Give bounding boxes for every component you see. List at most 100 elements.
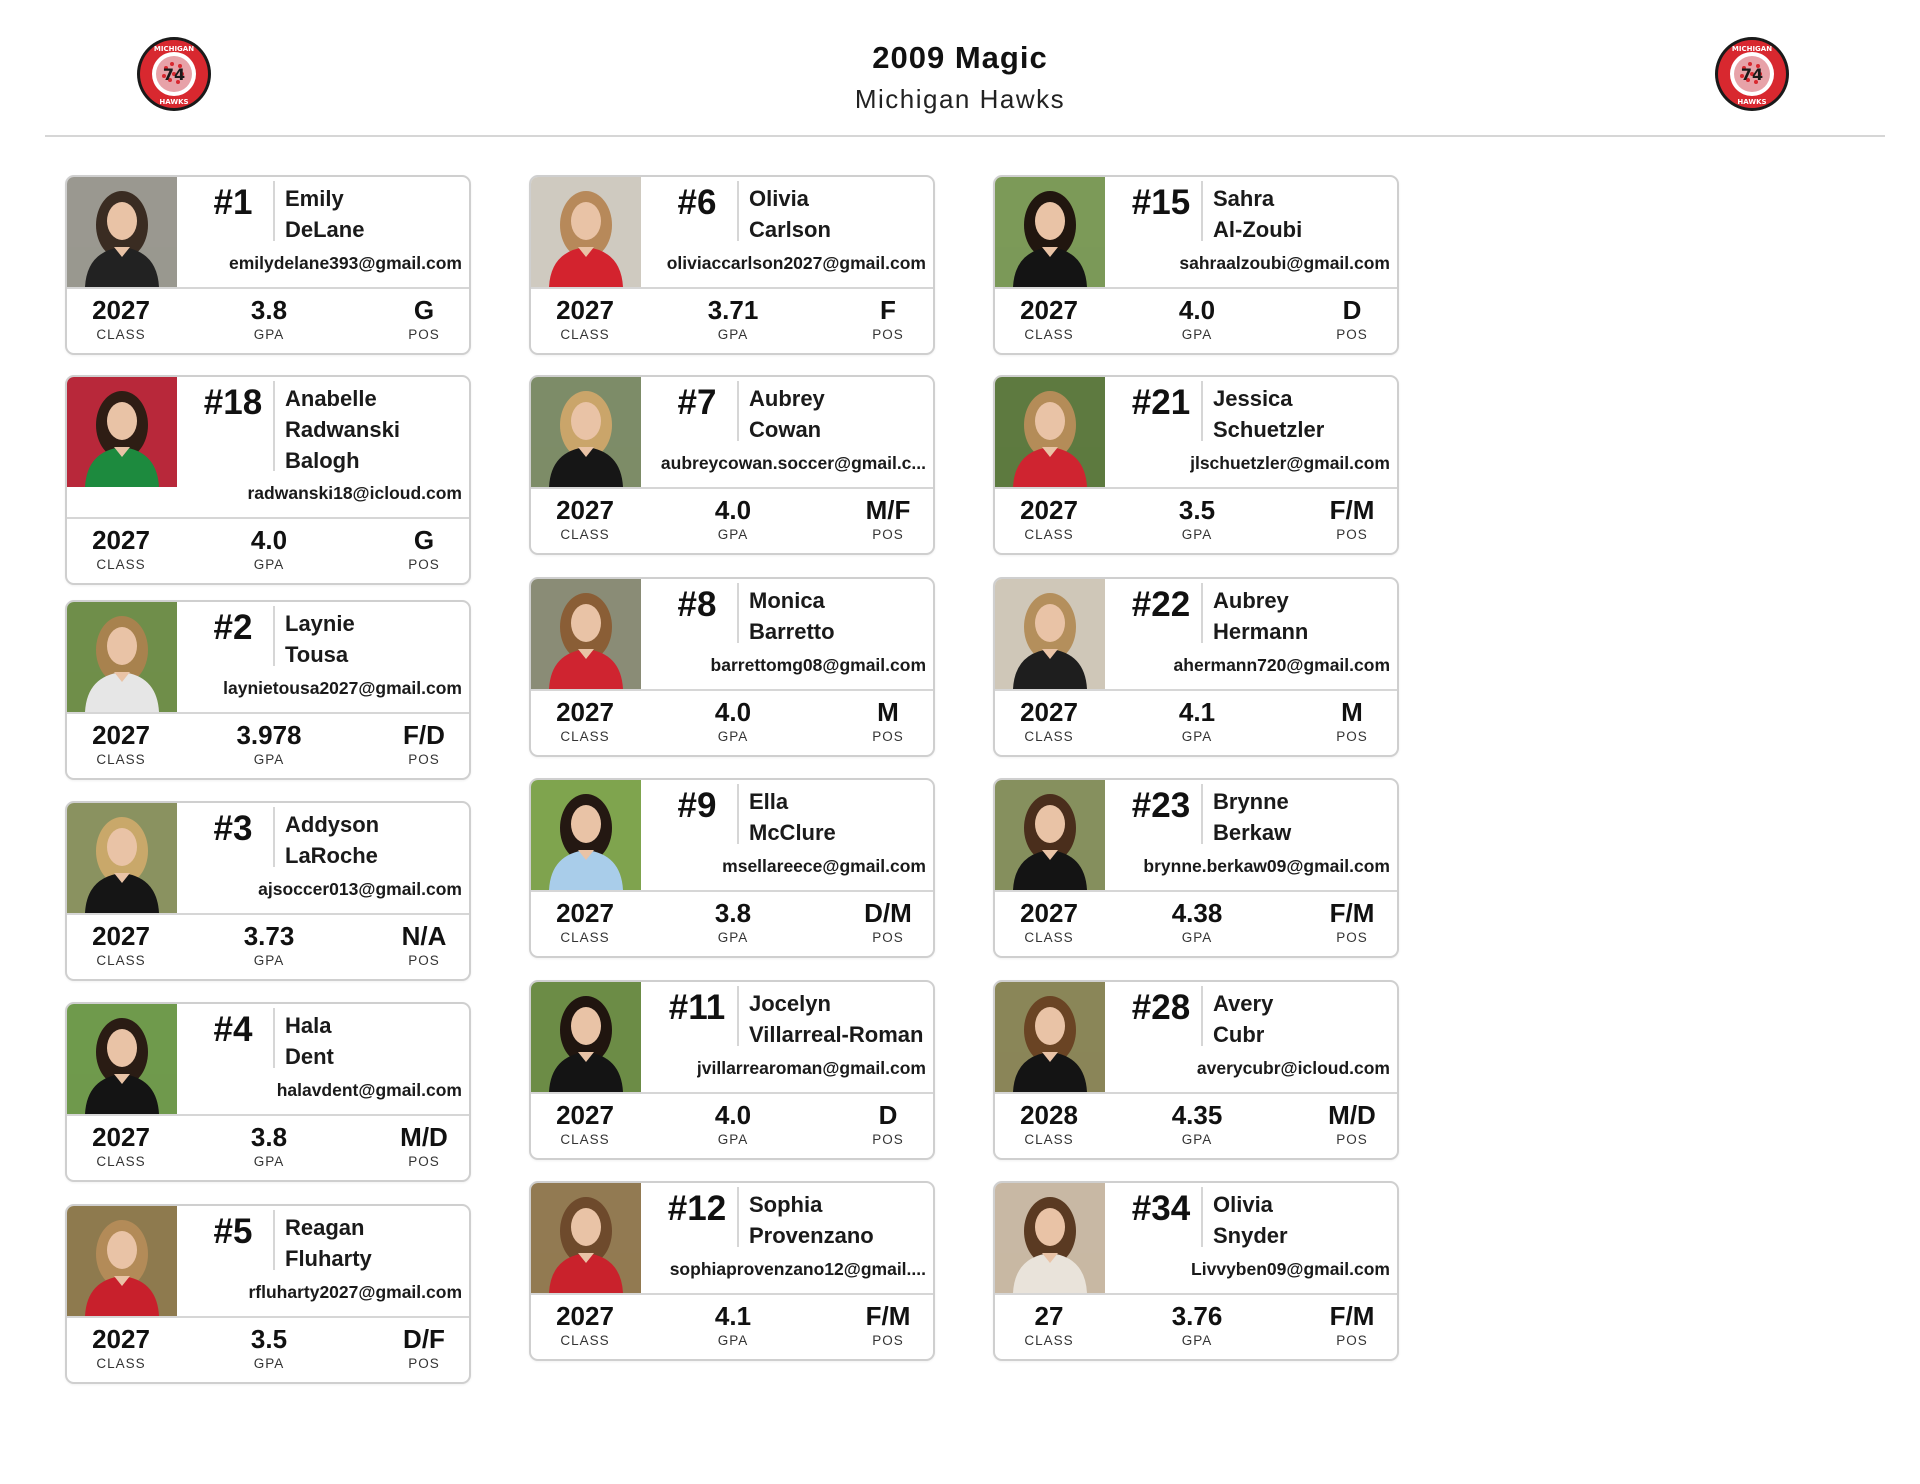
player-email: ahermann720@gmail.com	[1173, 655, 1390, 675]
pos-stat: F/M POS	[828, 1301, 933, 1348]
svg-text:74: 74	[163, 65, 185, 84]
player-number: #22	[1131, 585, 1191, 624]
class-value: 2027	[92, 720, 150, 750]
class-value: 2027	[556, 1301, 614, 1331]
svg-text:74: 74	[1741, 65, 1763, 84]
class-stat: 2027 CLASS	[67, 1324, 181, 1371]
gpa-label: GPA	[1181, 327, 1213, 342]
player-card: #28 Avery Cubr averycubr@icloud.com 2028 CLA…	[993, 980, 1399, 1160]
class-stat: 2027 CLASS	[67, 720, 181, 767]
pos-label: POS	[408, 1356, 440, 1371]
player-stats: 2027 CLASS 4.0 GPA D POS	[531, 1094, 933, 1158]
class-value: 2027	[92, 525, 150, 555]
pos-value: D	[878, 1100, 898, 1130]
player-photo	[531, 177, 641, 287]
player-name: Aubrey Cowan	[749, 386, 825, 442]
class-label: CLASS	[560, 1132, 610, 1147]
pos-value: M	[1341, 697, 1363, 727]
player-card: #9 Ella McClure msellareece@gmail.com 2027 C…	[529, 778, 935, 958]
player-email: emilydelane393@gmail.com	[228, 253, 462, 273]
player-photo	[67, 377, 177, 487]
player-number: #7	[677, 383, 717, 422]
pos-stat: F POS	[828, 295, 933, 342]
player-name: Emily DeLane	[285, 186, 365, 242]
class-stat: 2027 CLASS	[67, 1122, 181, 1169]
pos-value: G	[413, 295, 435, 325]
pos-stat: D/M POS	[828, 898, 933, 945]
class-value: 2027	[1020, 697, 1078, 727]
player-photo	[995, 177, 1105, 287]
pos-value: M	[877, 697, 899, 727]
pos-stat: N/A POS	[364, 921, 469, 968]
player-card: #8 Monica Barretto barrettomg08@gmail.com 2…	[529, 577, 935, 757]
player-name: Brynne Berkaw	[1213, 789, 1292, 845]
pos-value: F/M	[1329, 1301, 1375, 1331]
gpa-label: GPA	[1181, 1333, 1213, 1348]
player-photo	[67, 1004, 177, 1114]
player-number: #3	[213, 809, 253, 848]
player-card-header: #23 Brynne Berkaw brynne.berkaw09@gmail.co…	[995, 780, 1397, 892]
gpa-stat: 4.35 GPA	[1137, 1100, 1257, 1147]
pos-value: N/A	[401, 921, 447, 951]
player-card-header: #18 Anabelle Radwanski Balogh radwanski18@…	[67, 377, 469, 519]
gpa-value: 4.35	[1171, 1100, 1223, 1130]
player-photo	[531, 780, 641, 890]
gpa-stat: 3.73 GPA	[209, 921, 329, 968]
player-name: Sahra Al-Zoubi	[1213, 186, 1303, 242]
gpa-label: GPA	[1181, 930, 1213, 945]
class-value: 27	[1034, 1301, 1064, 1331]
gpa-stat: 3.8 GPA	[673, 898, 793, 945]
player-email: rfluharty2027@gmail.com	[248, 1282, 462, 1302]
gpa-label: GPA	[253, 1356, 285, 1371]
svg-text:HAWKS: HAWKS	[159, 98, 188, 106]
player-photo	[995, 579, 1105, 689]
player-email: sahraalzoubi@gmail.com	[1179, 253, 1390, 273]
pos-value: M/D	[400, 1122, 448, 1152]
player-number: #21	[1131, 383, 1191, 422]
pos-stat: M/D POS	[1292, 1100, 1397, 1147]
gpa-value: 4.0	[714, 1100, 752, 1130]
gpa-stat: 3.5 GPA	[1137, 495, 1257, 542]
class-value: 2027	[1020, 495, 1078, 525]
player-card-header: #28 Avery Cubr averycubr@icloud.com	[995, 982, 1397, 1094]
gpa-stat: 3.978 GPA	[209, 720, 329, 767]
player-email: ajsoccer013@gmail.com	[258, 879, 462, 899]
player-card-header: #22 Aubrey Hermann ahermann720@gmail.com	[995, 579, 1397, 691]
pos-value: M/D	[1328, 1100, 1376, 1130]
player-number: #34	[1131, 1189, 1191, 1228]
class-value: 2027	[92, 1324, 150, 1354]
player-email: oliviaccarlson2027@gmail.com	[666, 253, 926, 273]
divider	[1201, 583, 1203, 643]
gpa-value: 4.0	[1178, 295, 1216, 325]
player-stats: 2027 CLASS 3.978 GPA F/D POS	[67, 714, 469, 778]
class-label: CLASS	[1024, 1132, 1074, 1147]
player-card: #22 Aubrey Hermann ahermann720@gmail.com 20…	[993, 577, 1399, 757]
divider	[737, 381, 739, 441]
player-name: Jocelyn Villarreal-Roman	[749, 991, 924, 1047]
gpa-value: 3.8	[250, 1122, 288, 1152]
player-card: #34 Olivia Snyder Livvyben09@gmail.com 27 CL…	[993, 1181, 1399, 1361]
pos-value: F/M	[1329, 898, 1375, 928]
player-stats: 2027 CLASS 3.5 GPA D/F POS	[67, 1318, 469, 1382]
player-stats: 2027 CLASS 3.8 GPA M/D POS	[67, 1116, 469, 1180]
player-card-header: #34 Olivia Snyder Livvyben09@gmail.com	[995, 1183, 1397, 1295]
pos-stat: F/M POS	[1292, 1301, 1397, 1348]
class-value: 2027	[92, 921, 150, 951]
class-label: CLASS	[96, 752, 146, 767]
pos-label: POS	[872, 527, 904, 542]
player-card-header: #15 Sahra Al-Zoubi sahraalzoubi@gmail.com	[995, 177, 1397, 289]
class-value: 2027	[556, 495, 614, 525]
class-label: CLASS	[1024, 729, 1074, 744]
class-stat: 2027 CLASS	[531, 495, 645, 542]
player-number: #11	[668, 988, 726, 1027]
player-email: jvillarrearoman@gmail.com	[696, 1058, 926, 1078]
divider	[737, 181, 739, 241]
class-label: CLASS	[560, 327, 610, 342]
gpa-stat: 3.8 GPA	[209, 295, 329, 342]
gpa-value: 3.71	[707, 295, 759, 325]
player-card: #1 Emily DeLane emilydelane393@gmail.com 20…	[65, 175, 471, 355]
class-label: CLASS	[96, 1356, 146, 1371]
divider	[273, 606, 275, 666]
gpa-value: 3.73	[243, 921, 295, 951]
pos-stat: D POS	[1292, 295, 1397, 342]
